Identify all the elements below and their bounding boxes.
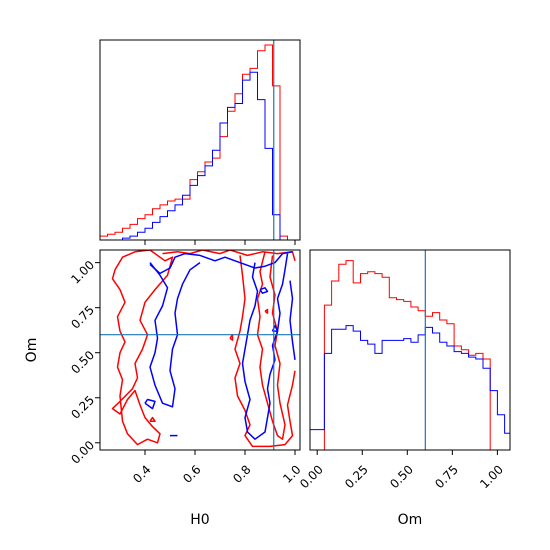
- contour-series-a: [229, 333, 234, 341]
- y-axis-label-om: Om: [24, 338, 40, 363]
- contour-series-a: [264, 308, 269, 314]
- om-hist-series-b: [309, 325, 511, 450]
- h0-xtick-label: 0.6: [180, 462, 203, 485]
- contour-series-b: [149, 251, 293, 275]
- panel-h0-om-frame: [99, 249, 301, 451]
- contour-series-a: [256, 251, 286, 440]
- om-hist-xtick-label: 0.50: [387, 462, 416, 491]
- contour-series-b: [259, 287, 269, 294]
- om-hist-xtick-label: 1.00: [477, 462, 506, 491]
- om-hist-xtick-label: 0.00: [297, 462, 326, 491]
- contour-series-b: [144, 398, 156, 410]
- h0-hist-series-a: [99, 44, 295, 241]
- x-axis-label-h0: H0: [190, 512, 209, 528]
- om-ytick-label: 0.25: [68, 393, 97, 422]
- contour-series-b: [149, 261, 201, 408]
- contour-series-b: [241, 253, 289, 440]
- panel-h0-om-2d: 0.4 0.6 0.8 1.0 0.000.250.500.751.00 H0 Om: [24, 249, 304, 528]
- h0-xtick-label: 0.8: [230, 462, 253, 485]
- om-ytick-label: 0.50: [68, 348, 97, 377]
- contour-series-a: [234, 255, 296, 448]
- om-hist-xtick-label: 0.75: [432, 462, 461, 491]
- om-ytick-label: 0.00: [68, 438, 97, 467]
- h0-hist-series-b: [100, 71, 295, 241]
- panel-om-hist: 0.00 0.25 0.50 0.75 1.00 Om: [297, 249, 511, 528]
- om-ytick-label: 0.75: [68, 303, 97, 332]
- om-ytick-label: 1.00: [68, 258, 97, 287]
- contour-series-b: [289, 280, 296, 361]
- contour-series-a: [111, 250, 174, 446]
- contour-series-a: [149, 416, 156, 422]
- om-hist-xtick-label: 0.25: [342, 462, 371, 491]
- panel-om-hist-frame: [309, 249, 511, 451]
- panel-h0-hist-frame: [99, 39, 301, 241]
- x-axis-label-om: Om: [398, 512, 423, 528]
- contour-group: [111, 250, 296, 448]
- h0-xtick-label: 0.4: [130, 462, 153, 485]
- panel-h0-hist: [99, 39, 301, 245]
- om-hist-series-a: [310, 260, 510, 451]
